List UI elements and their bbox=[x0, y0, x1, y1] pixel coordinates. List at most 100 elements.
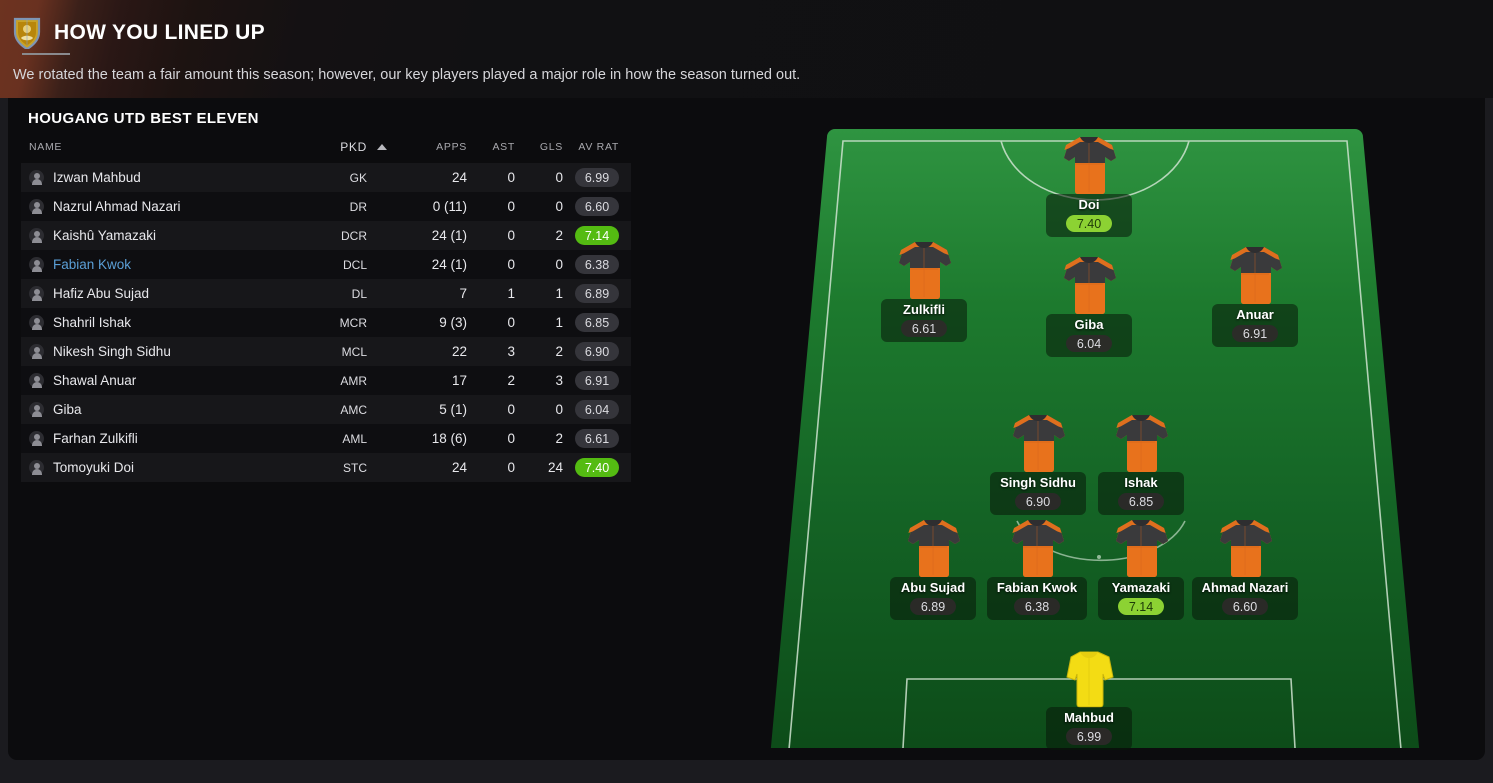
player-name: Izwan Mahbud bbox=[53, 170, 141, 185]
table-row[interactable]: Farhan Zulkifli AML 18 (6) 0 2 6.61 bbox=[21, 424, 631, 453]
table-row[interactable]: Fabian Kwok DCL 24 (1) 0 0 6.38 bbox=[21, 250, 631, 279]
player-name: Ahmad Nazari bbox=[1201, 580, 1289, 595]
column-header-name[interactable]: NAME bbox=[29, 141, 63, 153]
player-name: Abu Sujad bbox=[900, 580, 966, 595]
pitch-player-marker[interactable]: Zulkifli 6.61 bbox=[864, 235, 984, 342]
cell-ast: 0 bbox=[507, 199, 515, 214]
column-header-avrat[interactable]: AV RAT bbox=[578, 141, 619, 153]
pitch-player-marker[interactable]: Singh Sidhu 6.90 bbox=[978, 408, 1098, 515]
player-name: Shahril Ishak bbox=[53, 315, 132, 330]
pitch-player-marker[interactable]: Fabian Kwok 6.38 bbox=[977, 513, 1097, 620]
player-name: Shawal Anuar bbox=[53, 373, 137, 388]
rating-badge: 6.90 bbox=[575, 342, 619, 361]
player-rating: 6.38 bbox=[1013, 598, 1061, 615]
cell-pkd: AMR bbox=[340, 373, 367, 388]
player-rating: 6.60 bbox=[1221, 598, 1269, 615]
pitch-player-marker[interactable]: Ahmad Nazari 6.60 bbox=[1185, 513, 1305, 620]
player-rating: 7.40 bbox=[1065, 215, 1113, 232]
cell-name[interactable]: Nazrul Ahmad Nazari bbox=[21, 192, 311, 221]
cell-name[interactable]: Nikesh Singh Sidhu bbox=[21, 337, 311, 366]
table-row[interactable]: Nazrul Ahmad Nazari DR 0 (11) 0 0 6.60 bbox=[21, 192, 631, 221]
cell-spacer bbox=[367, 337, 397, 366]
cell-spacer bbox=[367, 221, 397, 250]
cell-name[interactable]: Shawal Anuar bbox=[21, 366, 311, 395]
cell-rating: 6.91 bbox=[563, 366, 631, 395]
cell-spacer bbox=[367, 163, 397, 192]
column-header-apps[interactable]: APPS bbox=[436, 141, 467, 153]
player-label: Yamazaki 7.14 bbox=[1098, 577, 1184, 620]
cell-name[interactable]: Shahril Ishak bbox=[21, 308, 311, 337]
cell-ast: 0 bbox=[507, 402, 515, 417]
cell-rating: 6.04 bbox=[563, 395, 631, 424]
player-label: Abu Sujad 6.89 bbox=[890, 577, 976, 620]
cell-ast: 2 bbox=[507, 373, 515, 388]
cell-apps: 5 (1) bbox=[439, 402, 467, 417]
cell-name[interactable]: Giba bbox=[21, 395, 311, 424]
player-name: Anuar bbox=[1236, 307, 1274, 322]
table-row[interactable]: Shahril Ishak MCR 9 (3) 0 1 6.85 bbox=[21, 308, 631, 337]
table-row[interactable]: Izwan Mahbud GK 24 0 0 6.99 bbox=[21, 163, 631, 192]
cell-ast: 0 bbox=[507, 315, 515, 330]
player-name: Nazrul Ahmad Nazari bbox=[53, 199, 181, 214]
pitch-player-marker[interactable]: Abu Sujad 6.89 bbox=[873, 513, 993, 620]
pitch-player-marker[interactable]: Mahbud 6.99 bbox=[1029, 643, 1149, 750]
player-name: Giba bbox=[53, 402, 82, 417]
cell-pkd: MCR bbox=[339, 315, 367, 330]
player-avatar-icon bbox=[29, 228, 44, 243]
cell-name[interactable]: Kaishû Yamazaki bbox=[21, 221, 311, 250]
cell-gls: 2 bbox=[555, 431, 563, 446]
pitch-player-marker[interactable]: Anuar 6.91 bbox=[1195, 240, 1315, 347]
cell-name[interactable]: Tomoyuki Doi bbox=[21, 453, 311, 482]
player-rating: 6.85 bbox=[1117, 493, 1165, 510]
player-rating: 6.04 bbox=[1065, 335, 1113, 352]
cell-pkd: AML bbox=[342, 431, 367, 446]
cell-pkd: AMC bbox=[340, 402, 367, 417]
page-subtitle: We rotated the team a fair amount this s… bbox=[13, 67, 801, 83]
cell-pkd: DCR bbox=[341, 228, 367, 243]
best-eleven-table: NAME PKD APPS AST GLS AV RAT Izwan Mahbu… bbox=[21, 140, 631, 482]
cell-name[interactable]: Izwan Mahbud bbox=[21, 163, 311, 192]
club-crest-icon bbox=[12, 16, 42, 51]
player-label: Zulkifli 6.61 bbox=[881, 299, 967, 342]
pitch-player-marker[interactable]: Giba 6.04 bbox=[1029, 250, 1149, 357]
cell-apps: 22 bbox=[451, 344, 467, 359]
goalkeeper-kit-icon bbox=[1066, 651, 1114, 708]
rating-badge: 6.61 bbox=[575, 429, 619, 448]
cell-rating: 6.85 bbox=[563, 308, 631, 337]
cell-gls: 2 bbox=[555, 344, 563, 359]
cell-apps: 24 (1) bbox=[431, 257, 467, 272]
rating-badge: 6.99 bbox=[575, 168, 619, 187]
header-title-row: HOW YOU LINED UP bbox=[12, 16, 265, 51]
table-row[interactable]: Kaishû Yamazaki DCR 24 (1) 0 2 7.14 bbox=[21, 221, 631, 250]
column-header-pkd[interactable]: PKD bbox=[340, 140, 367, 154]
cell-rating: 6.60 bbox=[563, 192, 631, 221]
column-header-ast[interactable]: AST bbox=[492, 141, 515, 153]
outfield-kit-icon bbox=[1116, 520, 1168, 577]
cell-spacer bbox=[367, 250, 397, 279]
table-row[interactable]: Nikesh Singh Sidhu MCL 22 3 2 6.90 bbox=[21, 337, 631, 366]
table-row[interactable]: Giba AMC 5 (1) 0 0 6.04 bbox=[21, 395, 631, 424]
sort-indicator-cell[interactable] bbox=[367, 140, 397, 163]
cell-ast: 0 bbox=[507, 257, 515, 272]
cell-name[interactable]: Hafiz Abu Sujad bbox=[21, 279, 311, 308]
cell-name[interactable]: Fabian Kwok bbox=[21, 250, 311, 279]
table-row[interactable]: Tomoyuki Doi STC 24 0 24 7.40 bbox=[21, 453, 631, 482]
cell-gls: 0 bbox=[555, 170, 563, 185]
pitch-player-marker[interactable]: Ishak 6.85 bbox=[1081, 408, 1201, 515]
column-header-gls[interactable]: GLS bbox=[539, 141, 563, 153]
cell-ast: 0 bbox=[507, 460, 515, 475]
cell-apps: 17 bbox=[451, 373, 467, 388]
cell-name[interactable]: Farhan Zulkifli bbox=[21, 424, 311, 453]
table-row[interactable]: Shawal Anuar AMR 17 2 3 6.91 bbox=[21, 366, 631, 395]
content-panel: HOUGANG UTD BEST ELEVEN NAME PKD APPS AS… bbox=[8, 98, 1485, 760]
pitch-player-marker[interactable]: Doi 7.40 bbox=[1029, 130, 1149, 237]
player-name: Fabian Kwok bbox=[996, 580, 1078, 595]
cell-apps: 24 (1) bbox=[431, 228, 467, 243]
cell-gls: 24 bbox=[547, 460, 563, 475]
pitch-player-marker[interactable]: Yamazaki 7.14 bbox=[1081, 513, 1201, 620]
outfield-kit-icon bbox=[1012, 520, 1064, 577]
cell-ast: 0 bbox=[507, 170, 515, 185]
cell-gls: 0 bbox=[555, 257, 563, 272]
table-row[interactable]: Hafiz Abu Sujad DL 7 1 1 6.89 bbox=[21, 279, 631, 308]
